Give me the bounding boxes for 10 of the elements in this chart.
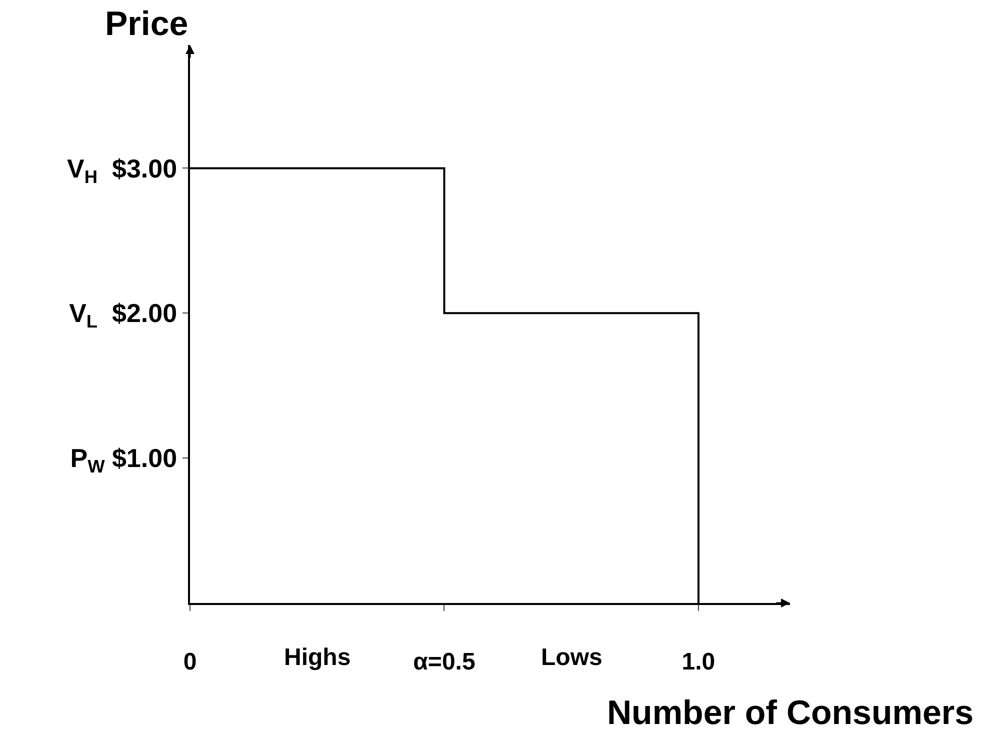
x-tick-label: α=0.5 bbox=[413, 648, 476, 676]
text: Lows bbox=[541, 644, 602, 671]
text: Highs bbox=[284, 644, 351, 671]
y-tick-label: P$_{W}$ $1.00 bbox=[70, 443, 178, 477]
x-tick-label: 0 bbox=[183, 648, 197, 676]
x-axis-title: Number of Consumers bbox=[607, 694, 974, 732]
y-axis-title: Price bbox=[105, 5, 188, 43]
y-tick-label: V$_{L}$ $2.00 bbox=[69, 298, 178, 332]
y-tick-label: V$_{H}$ $3.00 bbox=[67, 153, 178, 187]
x-tick-label: 1.0 bbox=[682, 648, 716, 676]
